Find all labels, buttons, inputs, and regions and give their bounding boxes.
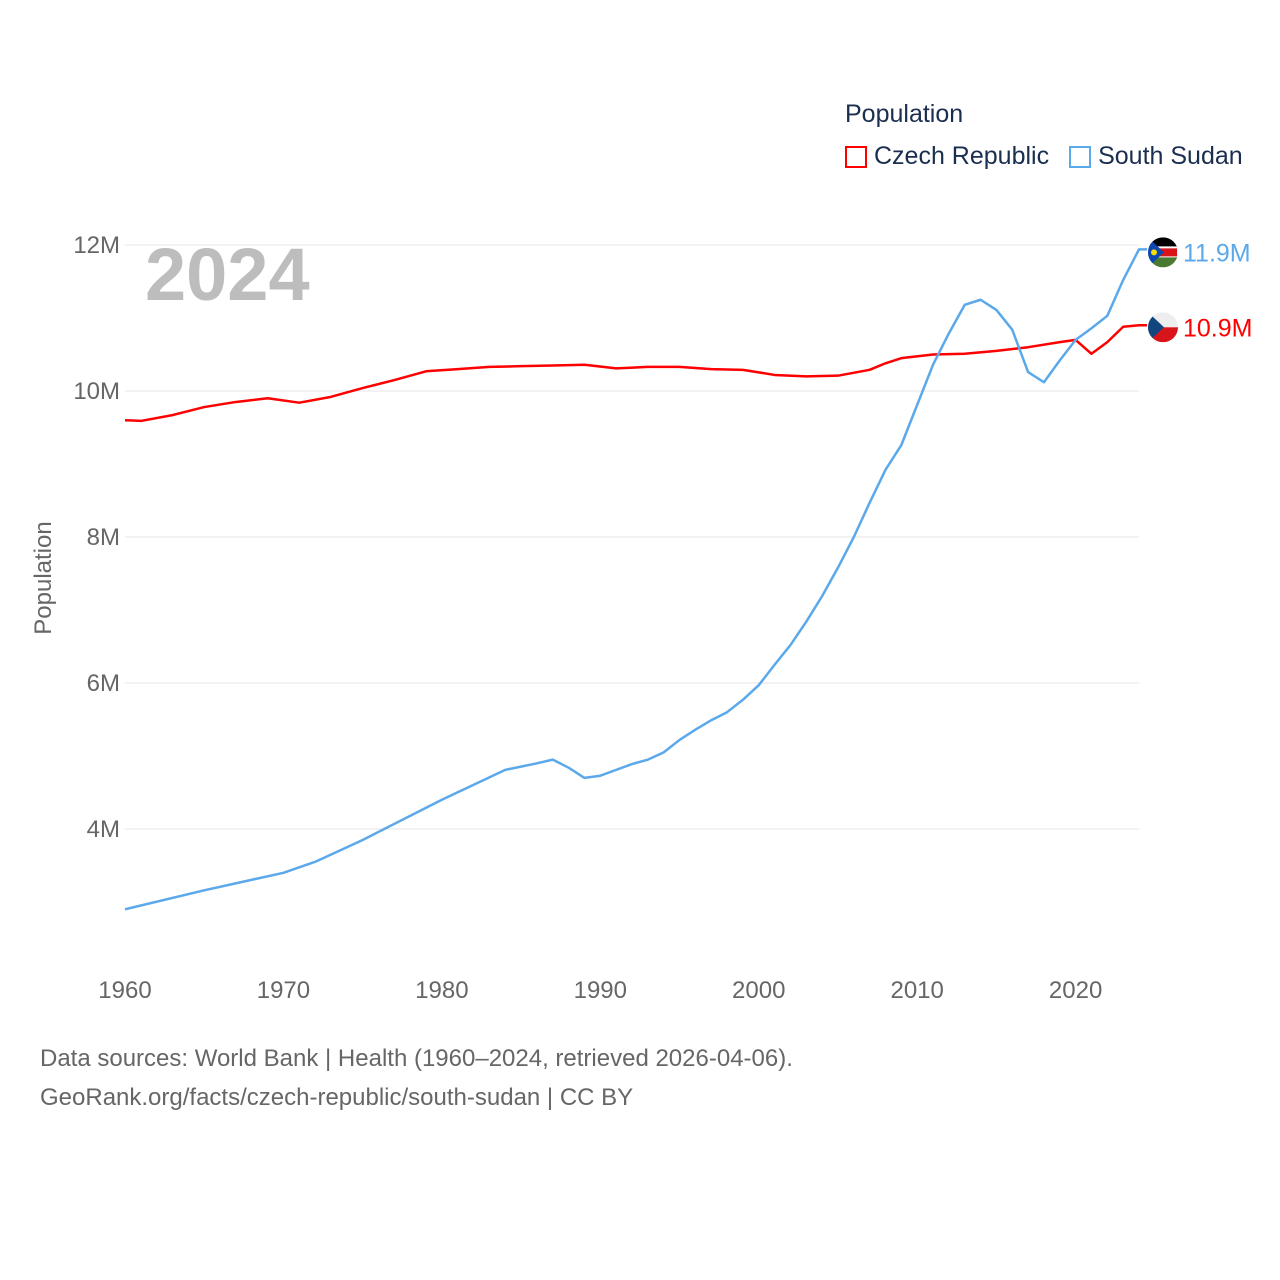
south-sudan-flag-icon	[1148, 237, 1178, 268]
flag-body	[1148, 312, 1178, 343]
data-source-note: Data sources: World Bank | Health (1960–…	[40, 1045, 793, 1072]
legend-swatch	[845, 145, 867, 168]
y-tick-label: 10M	[73, 378, 120, 405]
y-tick-label: 8M	[87, 524, 120, 551]
series-line-south-sudan	[124, 248, 1147, 911]
x-tick-label: 2000	[732, 977, 785, 1004]
x-tick-label: 1980	[415, 977, 468, 1004]
y-tick-label: 12M	[73, 232, 120, 259]
legend-label: South Sudan	[1098, 142, 1243, 170]
flag-body	[1148, 237, 1178, 268]
year-watermark: 2024	[145, 233, 310, 316]
end-value-label: 10.9M	[1183, 314, 1252, 342]
x-tick-label: 2020	[1049, 977, 1102, 1004]
legend-item-czech-republic[interactable]: Czech Republic	[845, 142, 1049, 171]
legend-swatch	[1069, 145, 1092, 168]
y-axis-label: Population	[30, 521, 57, 634]
x-tick-label: 1960	[98, 977, 151, 1004]
source-link[interactable]: GeoRank.org/facts/czech-republic/south-s…	[40, 1084, 634, 1111]
flag-star	[1151, 249, 1157, 256]
flag-stripe	[1148, 257, 1178, 268]
flag-stripe	[1148, 237, 1178, 248]
legend: Czech Republic South Sudan	[845, 142, 1243, 171]
x-tick-label: 1990	[574, 977, 627, 1004]
legend-title: Population	[845, 100, 964, 128]
flag-triangle	[1148, 312, 1164, 343]
x-tick-label: 1970	[257, 977, 310, 1004]
y-tick-label: 6M	[87, 670, 120, 697]
y-tick-label: 4M	[87, 816, 120, 843]
x-tick-label: 2010	[890, 977, 943, 1004]
czech-flag-icon	[1148, 312, 1178, 343]
end-value-label: 11.9M	[1183, 239, 1251, 267]
series-line-czech-republic	[124, 324, 1147, 423]
legend-item-south-sudan[interactable]: South Sudan	[1069, 142, 1243, 171]
legend-label: Czech Republic	[874, 142, 1050, 170]
